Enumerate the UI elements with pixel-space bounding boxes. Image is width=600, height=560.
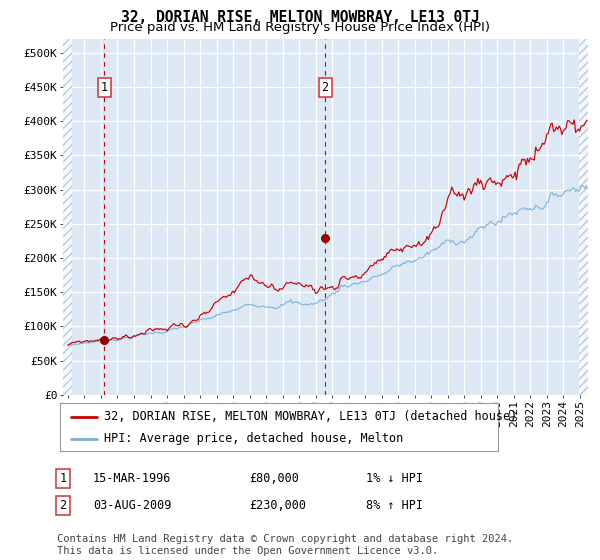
Text: 15-MAR-1996: 15-MAR-1996	[93, 472, 172, 486]
Text: 1% ↓ HPI: 1% ↓ HPI	[366, 472, 423, 486]
Text: Contains HM Land Registry data © Crown copyright and database right 2024.
This d: Contains HM Land Registry data © Crown c…	[57, 534, 513, 556]
Text: £80,000: £80,000	[249, 472, 299, 486]
Text: HPI: Average price, detached house, Melton: HPI: Average price, detached house, Melt…	[104, 432, 403, 445]
Text: 32, DORIAN RISE, MELTON MOWBRAY, LE13 0TJ (detached house): 32, DORIAN RISE, MELTON MOWBRAY, LE13 0T…	[104, 410, 517, 423]
Text: 32, DORIAN RISE, MELTON MOWBRAY, LE13 0TJ: 32, DORIAN RISE, MELTON MOWBRAY, LE13 0T…	[121, 10, 479, 25]
Bar	[579, 39, 588, 395]
Text: 2: 2	[322, 81, 329, 94]
Text: 1: 1	[101, 81, 108, 94]
Text: 2: 2	[59, 498, 67, 512]
Text: £230,000: £230,000	[249, 498, 306, 512]
Bar	[63, 39, 72, 395]
Text: 1: 1	[59, 472, 67, 486]
Text: Price paid vs. HM Land Registry's House Price Index (HPI): Price paid vs. HM Land Registry's House …	[110, 21, 490, 34]
Text: 03-AUG-2009: 03-AUG-2009	[93, 498, 172, 512]
Text: 8% ↑ HPI: 8% ↑ HPI	[366, 498, 423, 512]
